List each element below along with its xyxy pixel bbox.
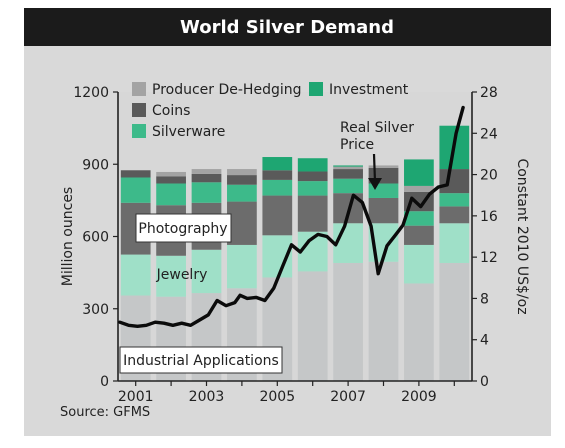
bar-silverware-2005 bbox=[262, 179, 293, 196]
industrial-label-box bbox=[119, 346, 283, 374]
bar-industrial-applications-2006 bbox=[297, 271, 328, 381]
bar-silverware-2001 bbox=[120, 177, 151, 203]
legend-label-coins: Coins bbox=[152, 103, 190, 119]
chart-title: World Silver Demand bbox=[180, 17, 394, 38]
bar-photography-2010 bbox=[439, 206, 470, 224]
bar-coins-2004 bbox=[227, 175, 257, 185]
legend-swatch-coins bbox=[132, 103, 146, 117]
bar-jewelry-2003 bbox=[191, 249, 222, 294]
photography-label-box bbox=[135, 213, 232, 243]
bar-silverware-2006 bbox=[297, 181, 328, 196]
x-tick-label: 2009 bbox=[401, 389, 437, 405]
y2-tick-label: 20 bbox=[480, 168, 498, 184]
jewelry-label: Jewelry bbox=[156, 267, 208, 283]
bar-jewelry-2009 bbox=[404, 244, 434, 284]
bar-jewelry-2010 bbox=[439, 223, 470, 263]
bar-coins-2005 bbox=[262, 170, 293, 180]
bar-industrial-applications-2007 bbox=[333, 262, 363, 381]
bar-photography-2006 bbox=[297, 195, 328, 232]
bar-photography-2004 bbox=[227, 201, 257, 245]
y2-tick-label: 12 bbox=[480, 250, 498, 266]
x-tick-label: 2001 bbox=[118, 389, 154, 405]
y-tick-label: 900 bbox=[82, 157, 109, 173]
bar-producer-de-hedging-2008 bbox=[368, 165, 399, 168]
annotation-real-silver: Real Silver bbox=[340, 120, 414, 136]
bar-silverware-2009 bbox=[404, 211, 434, 226]
bar-jewelry-2001 bbox=[120, 254, 151, 296]
bar-industrial-applications-2010 bbox=[439, 262, 470, 381]
annotation-price: Price bbox=[340, 137, 374, 153]
y2-tick-label: 8 bbox=[480, 291, 489, 307]
bar-producer-de-hedging-2003 bbox=[191, 169, 222, 174]
bar-investment-2009 bbox=[404, 159, 434, 186]
bar-silverware-2010 bbox=[439, 193, 470, 207]
y2-tick-label: 24 bbox=[480, 126, 498, 142]
bar-producer-de-hedging-2007 bbox=[333, 166, 363, 170]
bar-silverware-2003 bbox=[191, 182, 222, 203]
y-tick-label: 300 bbox=[82, 302, 109, 318]
bar-industrial-applications-2009 bbox=[404, 283, 434, 381]
x-tick-label: 2003 bbox=[189, 389, 225, 405]
y2-tick-label: 28 bbox=[480, 85, 498, 101]
bar-jewelry-2002 bbox=[156, 255, 186, 297]
y2-axis-title: Constant 2010 US$/oz bbox=[514, 158, 530, 314]
y-tick-label: 0 bbox=[100, 374, 109, 390]
photography-label: Photography bbox=[138, 221, 227, 237]
bar-silverware-2004 bbox=[227, 184, 257, 202]
bar-investment-2005 bbox=[262, 157, 293, 171]
bar-silverware-2002 bbox=[156, 183, 186, 206]
bar-photography-2009 bbox=[404, 225, 434, 245]
bar-producer-de-hedging-2004 bbox=[227, 169, 257, 176]
bar-investment-2006 bbox=[297, 158, 328, 172]
bar-photography-2008 bbox=[368, 197, 399, 224]
y2-tick-label: 4 bbox=[480, 333, 489, 349]
bar-producer-de-hedging-2009 bbox=[404, 185, 434, 192]
y2-tick-label: 16 bbox=[480, 209, 498, 225]
legend-label-producer-de-hedging: Producer De-Hedging bbox=[152, 82, 302, 98]
bar-coins-2002 bbox=[156, 176, 186, 184]
bar-jewelry-2004 bbox=[227, 244, 257, 289]
source-text: Source: GFMS bbox=[60, 405, 150, 420]
bar-coins-2001 bbox=[120, 170, 151, 178]
bar-industrial-applications-2008 bbox=[368, 261, 399, 381]
bar-silverware-2007 bbox=[333, 178, 363, 194]
legend-swatch-silverware bbox=[132, 124, 146, 138]
legend-swatch-investment bbox=[309, 82, 323, 96]
bar-coins-2003 bbox=[191, 173, 222, 183]
title-bar bbox=[24, 8, 551, 46]
plot-area: 0 300 600 900 1200 0 4 8 12 16 20 24 28 2001 2003 2005 2… bbox=[60, 82, 530, 405]
bar-photography-2005 bbox=[262, 195, 293, 236]
bar-coins-2010 bbox=[439, 169, 470, 194]
legend-label-silverware: Silverware bbox=[152, 124, 225, 140]
y2-tick-label: 0 bbox=[480, 374, 489, 390]
y-axis-title: Million ounces bbox=[60, 187, 76, 286]
y-tick-label: 1200 bbox=[73, 85, 109, 101]
legend-swatch-producer-de-hedging bbox=[132, 82, 146, 96]
bar-coins-2006 bbox=[297, 171, 328, 182]
annotation-arrow-head bbox=[368, 178, 382, 190]
x-tick-label: 2007 bbox=[330, 389, 366, 405]
y-tick-label: 600 bbox=[82, 230, 109, 246]
price-line bbox=[118, 105, 465, 328]
bar-coins-2007 bbox=[333, 169, 363, 179]
bar-producer-de-hedging-2002 bbox=[156, 171, 186, 177]
legend-label-investment: Investment bbox=[329, 82, 409, 98]
annotation-arrow-shaft bbox=[372, 153, 377, 183]
x-tick-label: 2005 bbox=[259, 389, 295, 405]
bar-investment-2007 bbox=[333, 165, 363, 167]
industrial-label: Industrial Applications bbox=[123, 353, 279, 369]
